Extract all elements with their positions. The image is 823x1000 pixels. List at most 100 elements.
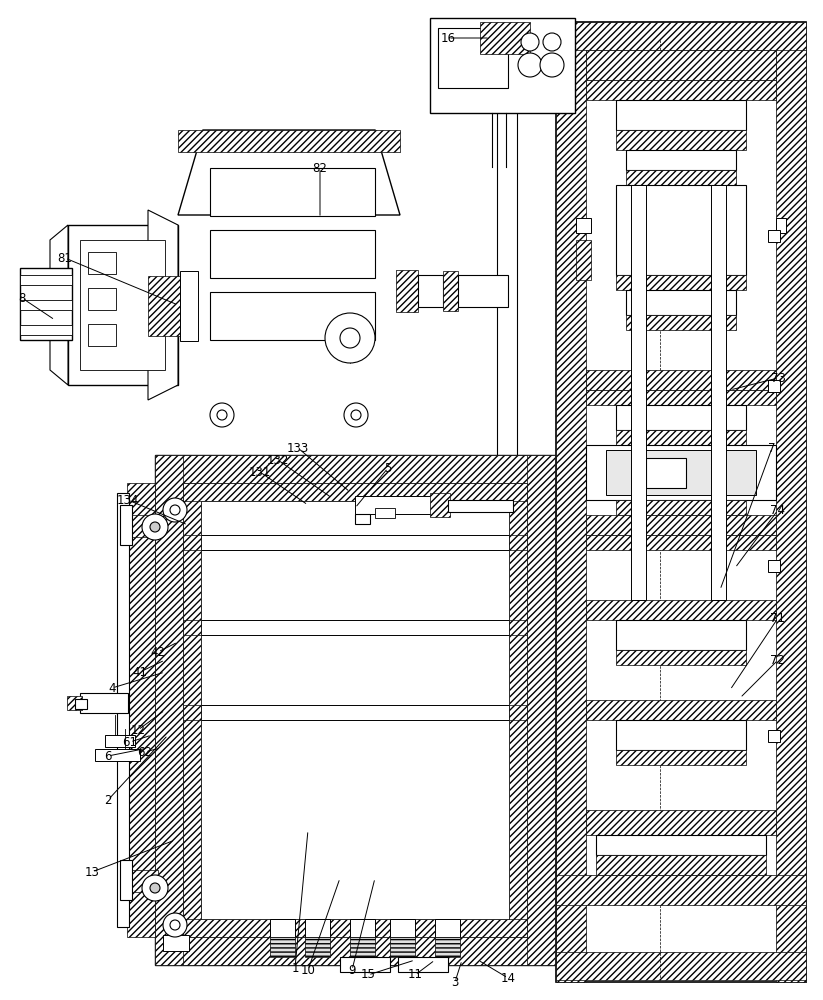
Bar [155,455,555,483]
Bar [606,450,756,495]
Polygon shape [178,130,400,215]
Text: 61: 61 [123,736,137,748]
Bar [340,957,390,972]
Text: 13: 13 [85,865,100,879]
Bar [616,405,746,430]
Bar [183,705,201,720]
Bar [586,370,776,390]
Text: 4: 4 [109,682,116,694]
Bar [492,22,522,54]
Bar [626,315,736,330]
Circle shape [344,403,368,427]
Bar [95,749,140,761]
Text: 131: 131 [249,466,272,479]
Bar [430,18,575,113]
Bar [509,620,527,635]
Circle shape [170,920,180,930]
Circle shape [142,514,168,540]
Bar [88,252,116,274]
Bar [616,130,746,150]
Bar [430,493,450,517]
Circle shape [351,410,361,420]
Bar [586,80,776,100]
Text: 134: 134 [117,493,139,506]
Bar [576,218,591,233]
Text: 10: 10 [300,964,315,976]
Text: 6: 6 [105,750,112,762]
Text: 2: 2 [105,794,112,806]
Bar [210,230,375,278]
Bar [768,560,780,572]
Circle shape [217,410,227,420]
Bar [586,390,776,405]
Bar [88,324,116,346]
Circle shape [518,53,542,77]
Bar [576,240,591,280]
Bar [80,240,165,370]
Text: 74: 74 [770,504,785,516]
Circle shape [150,522,160,532]
Text: 72: 72 [770,654,785,666]
Circle shape [521,33,539,51]
Text: 82: 82 [313,161,328,174]
Bar [163,935,189,951]
Text: 71: 71 [770,611,785,624]
Bar [148,276,180,336]
Bar [556,22,586,982]
Bar [20,275,72,285]
Bar [155,455,555,965]
Bar [183,483,527,501]
Bar [130,515,158,537]
Text: 9: 9 [348,964,356,976]
Bar [586,50,776,80]
Bar [616,750,746,765]
Bar [155,455,183,965]
Bar [375,508,395,518]
Bar [210,168,375,216]
Bar [448,500,513,512]
Circle shape [540,53,564,77]
Bar [80,693,128,713]
Bar [487,499,527,527]
Bar [418,275,443,307]
Bar [586,700,776,720]
Bar [768,380,780,392]
Bar [556,22,806,982]
Polygon shape [148,210,178,400]
Text: 62: 62 [137,746,152,758]
Text: 1: 1 [291,962,299,974]
Bar [616,720,746,750]
Text: 73: 73 [770,371,785,384]
Circle shape [142,875,168,901]
Bar [350,937,375,957]
Bar [20,325,72,335]
Text: 16: 16 [440,31,455,44]
Text: 14: 14 [500,972,515,984]
Bar [180,271,198,341]
Bar [398,957,448,972]
Text: 133: 133 [287,442,309,454]
Bar [201,535,509,550]
Bar [497,54,517,499]
Bar [626,290,736,315]
Bar [485,502,500,520]
Bar [68,225,178,385]
Bar [155,937,555,965]
Text: 5: 5 [384,462,392,475]
Circle shape [543,33,561,51]
Bar [596,835,766,855]
Circle shape [210,403,234,427]
Bar [556,22,806,50]
Bar [178,130,400,152]
Bar [616,620,746,650]
Bar [586,445,776,500]
Bar [120,505,132,545]
Text: 8: 8 [18,292,26,304]
Bar [183,919,527,937]
Bar [435,919,460,937]
Bar [768,730,780,742]
Bar [586,515,776,535]
Bar [711,185,726,600]
Bar [616,100,746,130]
Bar [586,535,776,550]
